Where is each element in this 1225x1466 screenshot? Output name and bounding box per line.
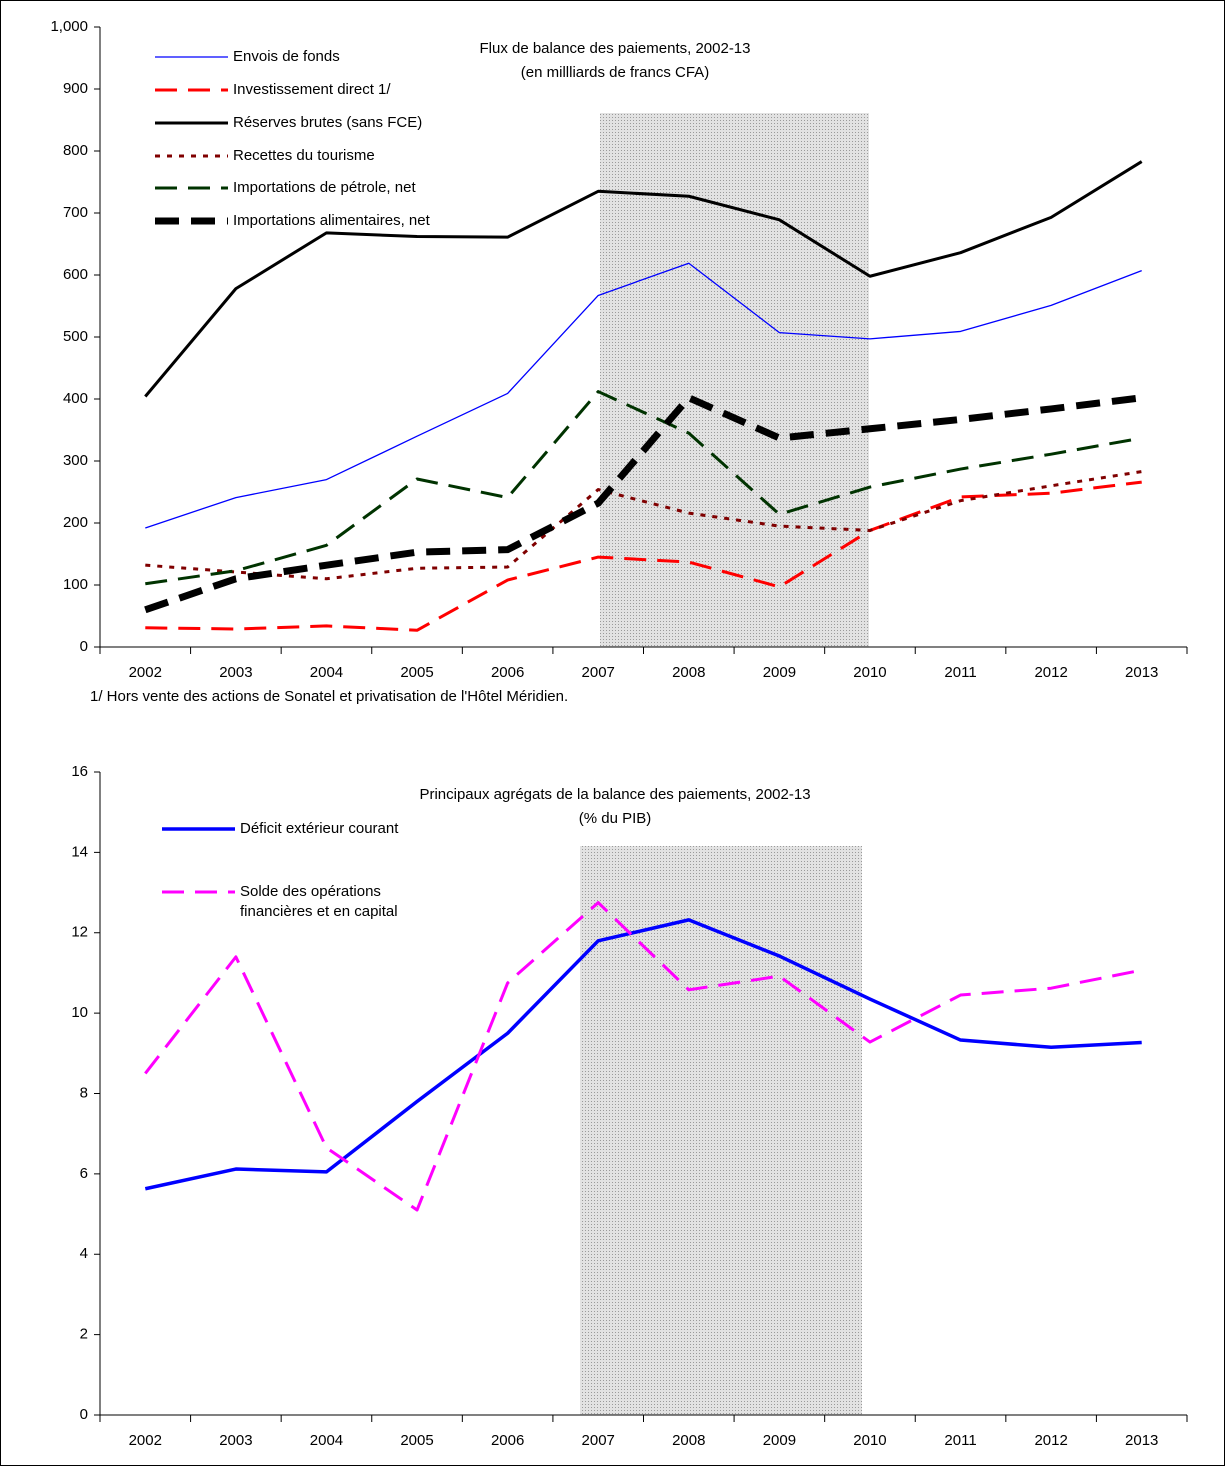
x-tick-label: 2004: [310, 664, 343, 681]
x-tick-label: 2010: [853, 1432, 886, 1449]
chart-subtitle: (en millliards de francs CFA): [521, 64, 709, 81]
x-tick-label: 2011: [944, 1432, 976, 1449]
x-tick-label: 2009: [763, 1432, 796, 1449]
x-tick-label: 2008: [672, 1432, 705, 1449]
x-tick-label: 2002: [129, 1432, 162, 1449]
x-tick-label: 2010: [853, 664, 886, 681]
y-tick-label: 400: [63, 390, 88, 407]
y-tick-label: 0: [80, 1406, 88, 1423]
x-tick-label: 2009: [763, 664, 796, 681]
y-tick-label: 600: [63, 266, 88, 283]
x-tick-label: 2013: [1125, 1432, 1158, 1449]
x-tick-label: 2005: [400, 1432, 433, 1449]
chart-title: Flux de balance des paiements, 2002-13: [479, 40, 750, 57]
series-line: [145, 262, 1142, 529]
y-tick-label: 8: [80, 1084, 88, 1101]
y-tick-label: 0: [80, 638, 88, 655]
legend-label: Importations alimentaires, net: [233, 212, 431, 229]
series-line: [144, 901, 1143, 1212]
series-line: [145, 390, 1142, 586]
legend-label: Réserves brutes (sans FCE): [233, 114, 422, 131]
shaded-period: [580, 846, 862, 1415]
x-tick-label: 2008: [672, 664, 705, 681]
y-tick-label: 2: [80, 1326, 88, 1343]
x-tick-label: 2006: [491, 1432, 524, 1449]
y-tick-label: 10: [71, 1004, 88, 1021]
legend-label: Recettes du tourisme: [233, 147, 375, 164]
y-tick-label: 700: [63, 204, 88, 221]
x-tick-label: 2004: [310, 1432, 343, 1449]
x-tick-label: 2005: [400, 664, 433, 681]
series-line: [144, 918, 1142, 1191]
y-tick-label: 800: [63, 142, 88, 159]
y-tick-label: 200: [63, 514, 88, 531]
y-tick-label: 6: [80, 1165, 88, 1182]
legend-label: Envois de fonds: [233, 48, 340, 65]
x-tick-label: 2003: [219, 664, 252, 681]
x-tick-label: 2007: [582, 1432, 615, 1449]
chart-subtitle: (% du PIB): [579, 810, 652, 827]
x-tick-label: 2006: [491, 664, 524, 681]
y-tick-label: 100: [63, 576, 88, 593]
y-tick-label: 500: [63, 328, 88, 345]
y-tick-label: 12: [71, 924, 88, 941]
x-tick-label: 2003: [219, 1432, 252, 1449]
x-tick-label: 2007: [582, 664, 615, 681]
legend-label: Importations de pétrole, net: [233, 179, 416, 196]
series-line: [144, 160, 1143, 398]
legend-label: Investissement direct 1/: [233, 81, 391, 98]
series-line: [145, 480, 1142, 632]
x-tick-label: 2011: [944, 664, 976, 681]
footnote: 1/ Hors vente des actions de Sonatel et …: [90, 688, 568, 705]
y-tick-label: 300: [63, 452, 88, 469]
y-tick-label: 14: [71, 843, 88, 860]
legend-label: Déficit extérieur courant: [240, 820, 399, 837]
x-tick-label: 2012: [1034, 1432, 1067, 1449]
series-line: [144, 394, 1143, 614]
y-tick-label: 16: [71, 763, 88, 780]
x-tick-label: 2013: [1125, 664, 1158, 681]
chart-title: Principaux agrégats de la balance des pa…: [419, 786, 810, 803]
y-tick-label: 1,000: [50, 18, 88, 35]
x-tick-label: 2012: [1034, 664, 1067, 681]
x-tick-label: 2002: [129, 664, 162, 681]
series-line: [145, 470, 1142, 581]
legend-label: Solde des opérations financières et en c…: [240, 883, 398, 920]
y-tick-label: 4: [80, 1245, 88, 1262]
y-tick-label: 900: [63, 80, 88, 97]
